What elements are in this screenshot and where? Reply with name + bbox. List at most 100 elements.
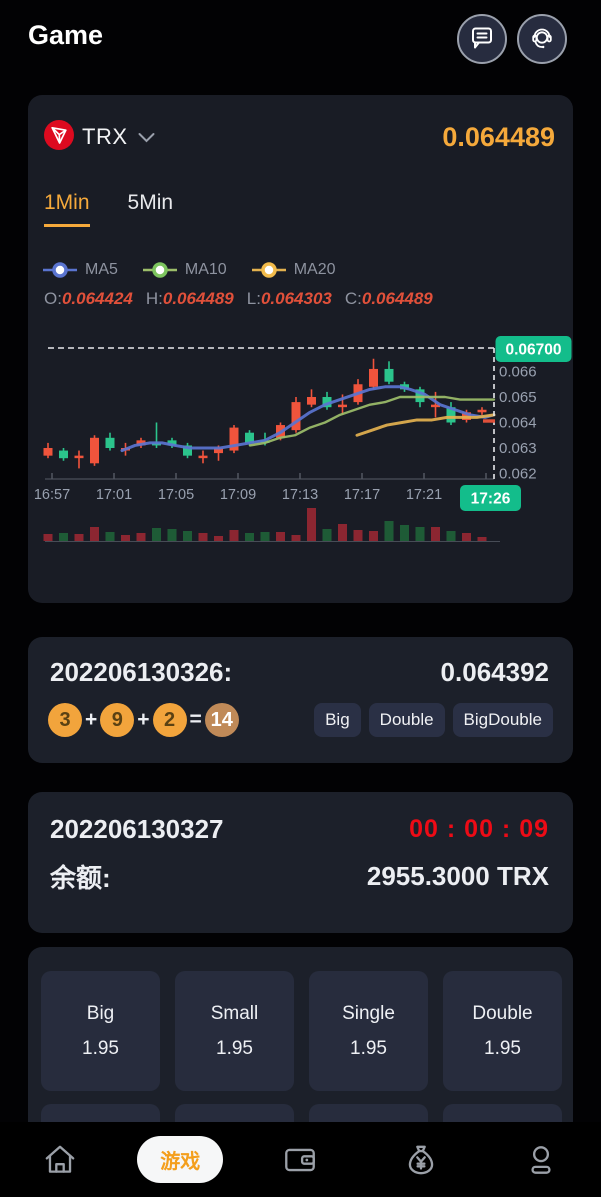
result-tag-bigdouble[interactable]: BigDouble (452, 703, 553, 737)
candle-body (183, 445, 192, 456)
bet-odds: 1.95 (484, 1037, 521, 1059)
volume-bar (260, 532, 270, 541)
volume-bar (198, 533, 208, 541)
tab-5min[interactable]: 5Min (127, 191, 174, 214)
nav-rewards[interactable] (376, 1141, 466, 1179)
nav-game-pill[interactable]: 游戏 (137, 1136, 224, 1183)
x-tick-label: 17:01 (96, 487, 132, 503)
ma10-label: MA10 (184, 261, 227, 278)
last-round-id: 202206130326: (50, 657, 233, 687)
candle-body (74, 455, 84, 459)
price-badge-label: 0.06700 (505, 342, 561, 359)
candle-body (229, 427, 239, 451)
volume-bar (183, 531, 192, 541)
open-value: 0.064424 (61, 289, 133, 308)
balance-value: 2955.3000 TRX (366, 861, 549, 891)
ma10-marker-icon (142, 262, 177, 278)
x-tick-label: 17:21 (406, 487, 442, 503)
volume-bar (462, 533, 471, 541)
volume-bar (136, 533, 146, 541)
high-label: H: (145, 289, 163, 308)
volume-bar (338, 524, 347, 541)
candle-body (431, 404, 440, 408)
candle-body (136, 440, 146, 446)
ma20-line (355, 413, 496, 437)
x-tick-label: 17:13 (282, 487, 318, 503)
bet-tile-small[interactable]: Small 1.95 (175, 971, 294, 1091)
candles (43, 358, 487, 469)
bet-label: Single (342, 1002, 395, 1024)
bet-label: Small (210, 1002, 259, 1024)
candle-body (198, 455, 208, 459)
nav-profile[interactable] (496, 1141, 586, 1179)
candle-body (322, 397, 332, 408)
plus-sign: + (137, 708, 150, 731)
ohlc-row: O:0.064424 H:0.064489 L:0.064303 C:0.064… (44, 289, 433, 309)
legend-item-ma10: MA10 (142, 261, 227, 279)
time-badge-label: 17:26 (471, 491, 511, 508)
chat-button[interactable] (457, 14, 507, 64)
bet-odds: 1.95 (82, 1037, 119, 1059)
ma5-label: MA5 (85, 261, 118, 278)
bet-odds: 1.95 (350, 1037, 387, 1059)
volume-bar (369, 531, 378, 541)
candle-body (477, 409, 487, 413)
volume-bar (245, 533, 254, 541)
candle-body (384, 368, 394, 382)
candle-body (245, 432, 254, 443)
wallet-icon (285, 1148, 316, 1171)
close-label: C: (344, 289, 362, 308)
y-tick-label: 0.066 (499, 364, 537, 381)
ma5-marker-icon (43, 262, 77, 278)
candle-body (291, 402, 301, 431)
bet-tile-single[interactable]: Single 1.95 (309, 971, 428, 1091)
coin-selector[interactable]: TRX 0.064489 (44, 119, 555, 155)
candle-body (369, 368, 378, 387)
bet-tile-big[interactable]: Big 1.95 (41, 971, 160, 1091)
digit-circle: 3 (48, 703, 82, 737)
digit-circle: 2 (152, 703, 187, 737)
tab-1min[interactable]: 1Min (44, 191, 90, 227)
volume-bar (446, 531, 456, 541)
volume-bar (415, 527, 425, 541)
candlestick-chart: 16:57 17:01 17:05 17:09 17:13 17:17 17:21 0.066… (34, 336, 572, 542)
nav-home[interactable] (15, 1141, 105, 1179)
candle-body (43, 448, 53, 456)
current-round-id: 202206130327 (50, 814, 224, 844)
bottom-nav: 游戏 (0, 1122, 601, 1197)
candle-body (446, 407, 456, 423)
volume-bar (307, 508, 316, 541)
volume-bar (74, 534, 84, 541)
nav-wallet[interactable] (255, 1141, 345, 1179)
volume-bar (353, 530, 363, 541)
balance-label: 余额: (50, 863, 111, 893)
ma5-line (120, 385, 496, 453)
candle-body (214, 448, 223, 454)
support-button[interactable] (517, 14, 567, 64)
y-tick-label: 0.064 (499, 415, 537, 432)
page-title: Game (28, 20, 104, 50)
x-tick-label: 17:05 (158, 487, 194, 503)
chevron-down-icon (138, 130, 155, 148)
volume-bar (90, 527, 99, 541)
last-round-detail: 3 + 9 + 2 = 14 Big Double BigDouble (48, 703, 553, 737)
bet-tile-double[interactable]: Double 1.95 (443, 971, 562, 1091)
tron-logo-icon (44, 119, 74, 155)
volume-bar (276, 532, 285, 541)
y-tick-label: 0.063 (499, 440, 537, 457)
interval-tabs: 1Min 5Min (44, 191, 173, 227)
result-tag-big[interactable]: Big (314, 703, 361, 737)
result-tag-double[interactable]: Double (368, 703, 445, 737)
candle-body (59, 450, 68, 459)
result-tags: Big Double BigDouble (314, 703, 553, 737)
nav-game[interactable]: 游戏 (135, 1136, 225, 1183)
volume-bar (431, 527, 440, 541)
ma20-label: MA20 (293, 261, 336, 278)
close-value: 0.064489 (361, 289, 433, 308)
current-round-card: 202206130327 00 : 00 : 09 余额: 2955.3000 … (28, 792, 573, 933)
plus-sign: + (85, 708, 98, 731)
volume-bar (229, 530, 239, 541)
volume-bar (59, 533, 68, 541)
volume-bar (167, 529, 177, 541)
last-round-header: 202206130326: 0.064392 (50, 657, 549, 688)
